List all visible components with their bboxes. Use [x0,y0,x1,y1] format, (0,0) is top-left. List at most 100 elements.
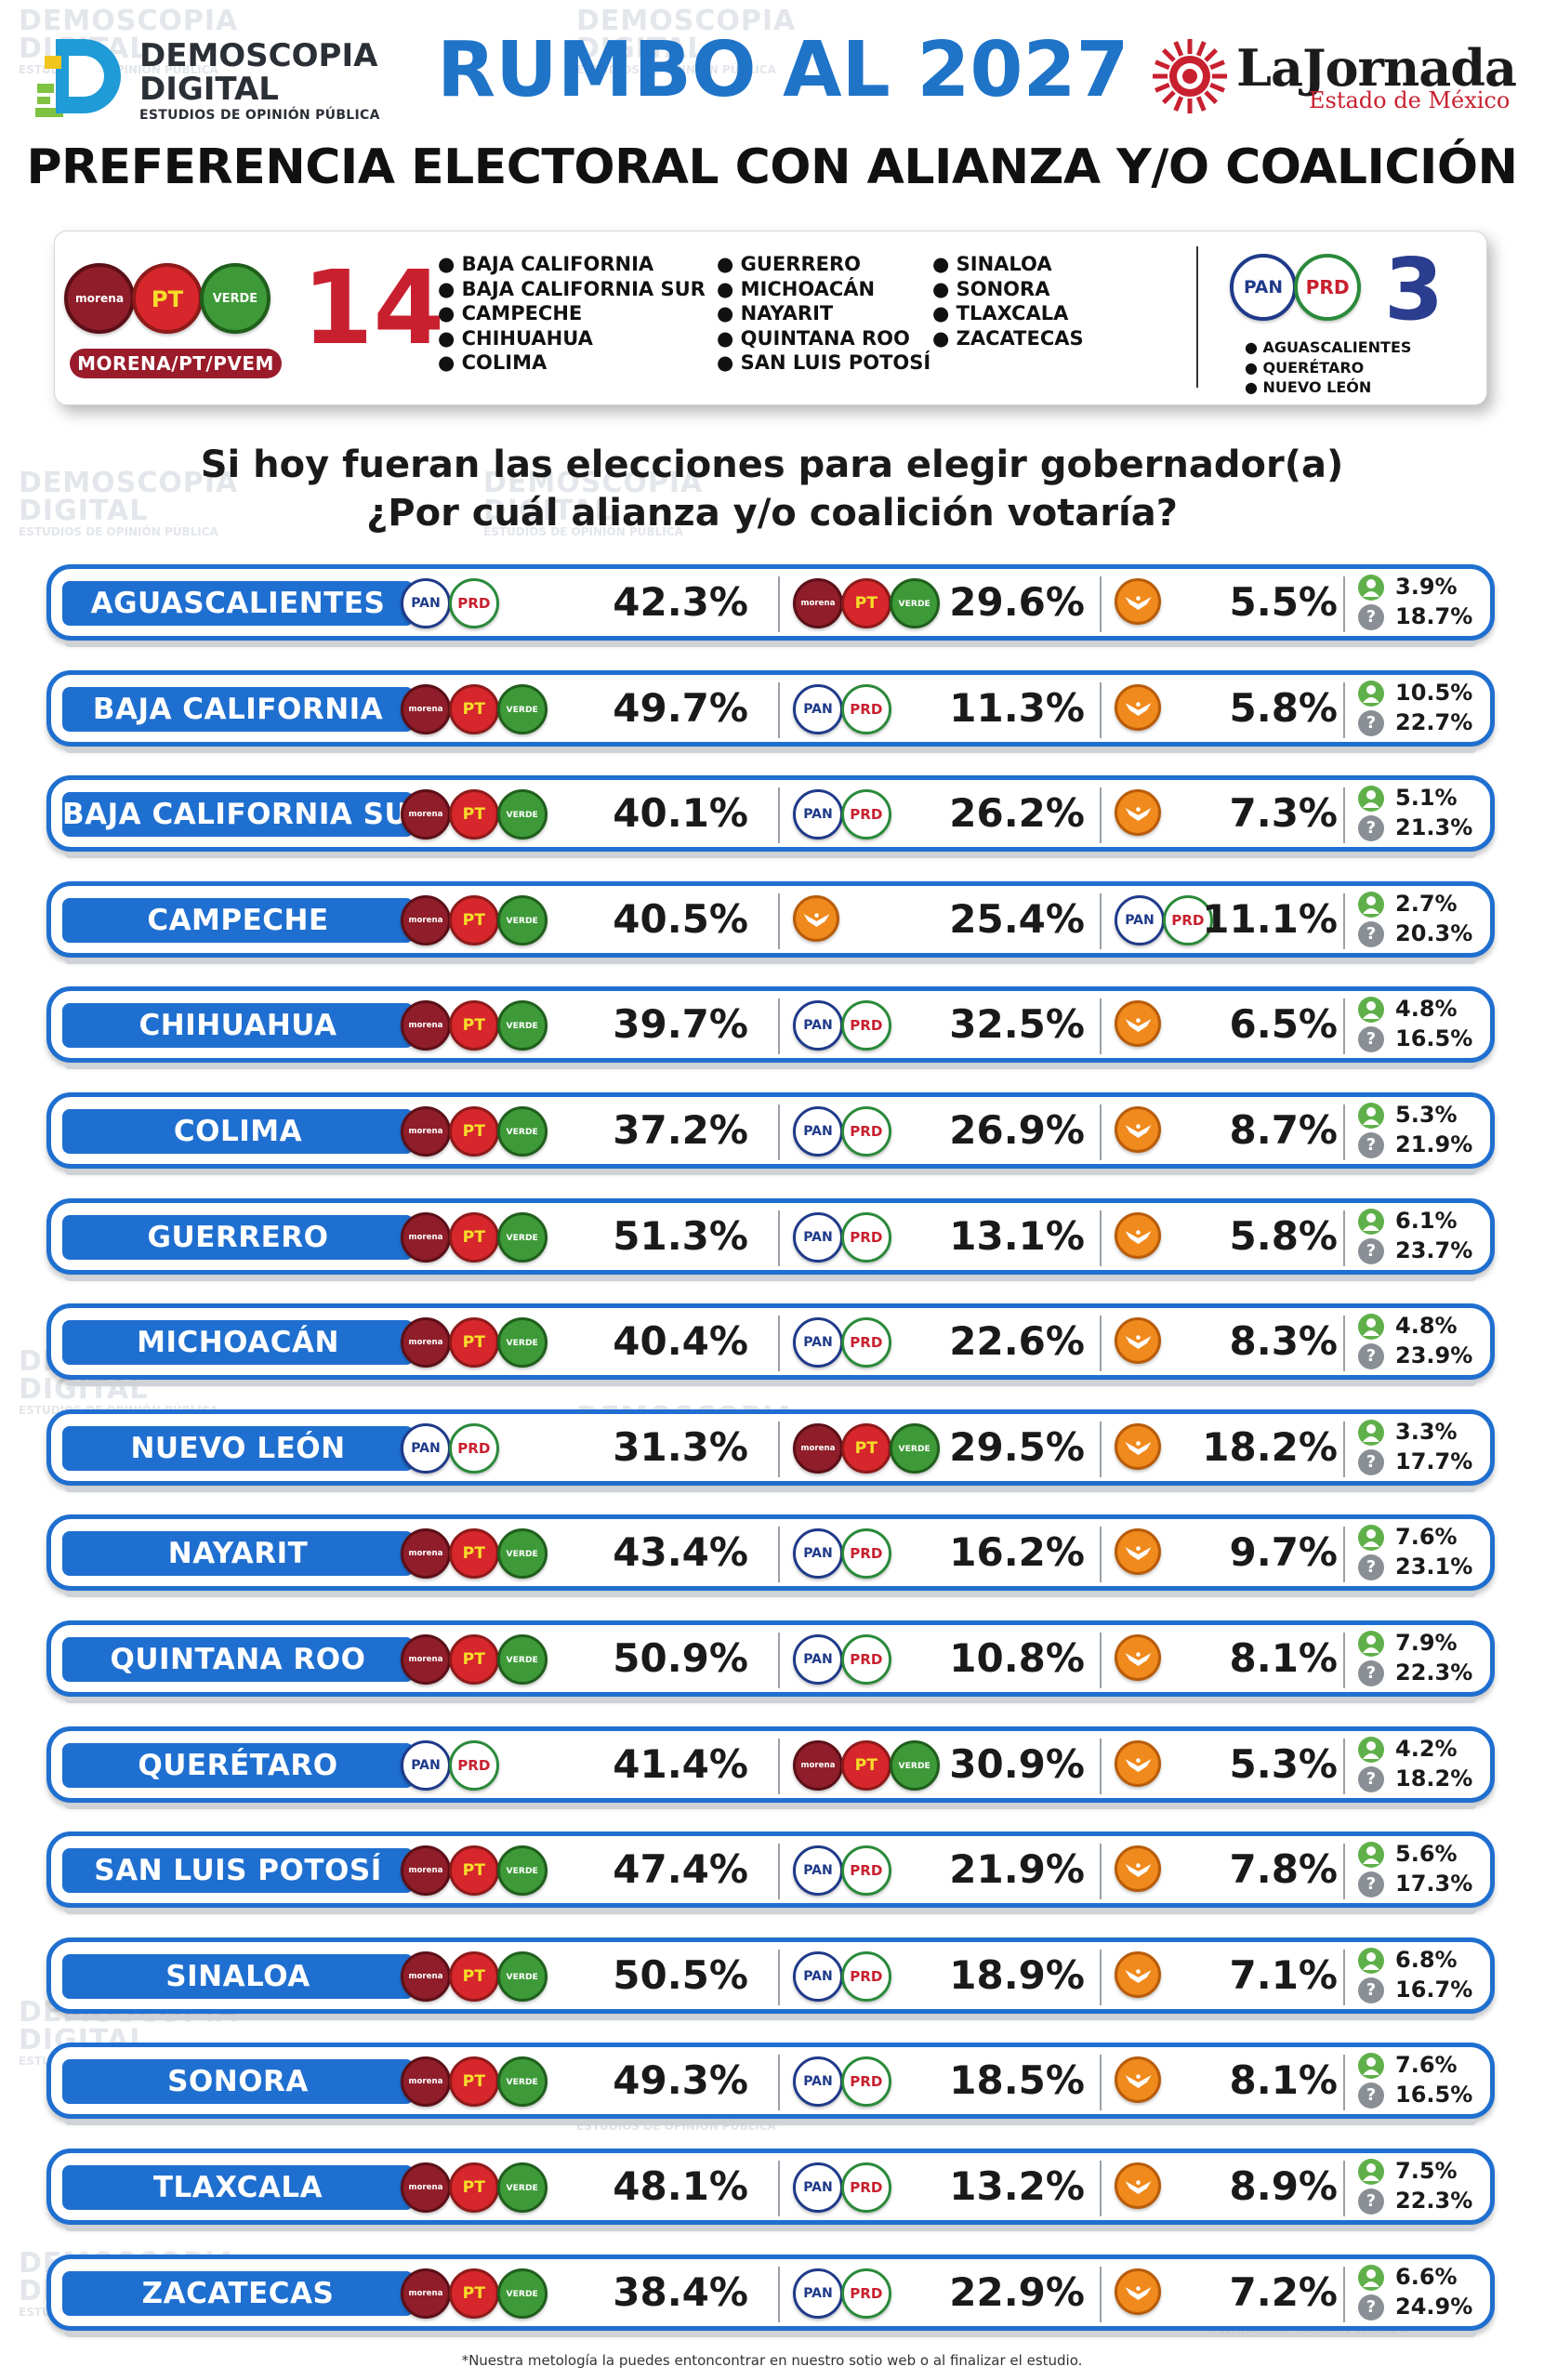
column-separator [1343,682,1345,738]
column-separator [778,576,780,632]
pvem-logo-icon: VERDE [496,1845,548,1896]
column-separator [1343,1739,1345,1794]
undecided-value: 20.3% [1395,920,1473,946]
percentage-value: 48.1% [613,2163,748,2209]
undecided-value: 22.3% [1395,2188,1473,2214]
person-icon [1363,1001,1379,1019]
minor-results: 3.9%? 18.7% [1354,571,1475,634]
morena-logo-icon: morena [401,1528,451,1579]
newspaper-region: Estado de México [1309,87,1511,113]
percentage-value: 7.8% [1229,1846,1338,1892]
state-label: NUEVO LEÓN [62,1426,414,1471]
summary-state-item: ● SINALOA [932,253,1052,275]
percentage-value: 30.9% [949,1741,1085,1787]
eagle-icon [1125,1757,1151,1772]
pan-logo-icon: PAN [401,1740,451,1791]
state-label: ZACATECAS [62,2271,414,2316]
watermark-line2: DIGITAL [19,495,149,527]
result-second: morena PT VERDE 29.5% [793,1414,1090,1481]
percentage-value: 8.1% [1229,1635,1338,1681]
result-first: morena PT VERDE 48.1% [401,2153,754,2220]
other-candidate-value: 5.3% [1395,1102,1458,1128]
summary-right-count: 3 [1384,240,1445,339]
other-candidate-value: 7.6% [1395,1524,1458,1550]
column-separator [778,998,780,1054]
result-first: PAN PRD 41.4% [401,1731,754,1798]
mc-logo-icon [1115,1845,1161,1892]
eagle-icon [1125,1229,1151,1244]
state-label: GUERRERO [62,1215,414,1260]
summary-left-count: 14 [302,248,445,367]
undecided-value: 16.5% [1395,1025,1473,1051]
independent-icon [1358,2265,1384,2291]
result-first: morena PT VERDE 40.5% [401,886,754,953]
column-separator [778,682,780,738]
person-icon [1363,896,1379,914]
undecided-icon: ? [1358,2188,1384,2215]
percentage-value: 18.5% [949,2057,1085,2103]
sun-ray [1209,60,1225,71]
summary-state-item: ● SAN LUIS POTOSÍ [717,351,931,374]
undecided-value: 24.9% [1395,2294,1473,2320]
table-row: BAJA CALIFORNIA SUR morena PT VERDE 40.1% PAN… [46,775,1495,858]
percentage-value: 11.3% [949,685,1085,731]
person-icon [1363,1107,1379,1125]
state-label: AGUASCALIENTES [62,581,414,626]
prd-logo-icon: PRD [448,1740,499,1791]
result-second: PAN PRD 32.5% [793,991,1090,1058]
undecided-icon: ? [1358,1132,1384,1158]
mc-logo-icon [1115,1951,1161,1998]
pvem-logo-icon: VERDE [496,1212,548,1263]
independent-icon [1358,1631,1384,1657]
result-third: 5.3% [1115,1731,1341,1798]
result-first: morena PT VERDE 39.7% [401,991,754,1058]
watermark-line1: DEMOSCOPIA [576,5,797,37]
summary-states-col3: ● SINALOA ● SONORA ● TLAXCALA ● ZACATECAS [932,252,1084,350]
independent-icon [1358,2053,1384,2079]
state-label: TLAXCALA [62,2165,414,2210]
sun-ray [1195,41,1207,57]
eagle-icon [1125,1123,1151,1138]
person-icon [1363,2269,1379,2287]
column-separator [1343,998,1345,1054]
minor-results: 6.8%? 16.7% [1354,1944,1475,2007]
brand-name-line2: DIGITAL [139,71,279,108]
state-label: SAN LUIS POTOSÍ [62,1848,414,1893]
percentage-value: 38.4% [613,2269,748,2315]
undecided-icon: ? [1358,1766,1384,1792]
column-separator [1343,1527,1345,1582]
person-icon [1363,1424,1379,1442]
independent-icon [1358,1948,1384,1974]
state-label: QUERÉTARO [62,1743,414,1788]
column-separator [1343,1104,1345,1160]
table-row: CAMPECHE morena PT VERDE 40.5% 25.4% PAN PRD 11.… [46,881,1495,964]
pt-logo-icon: PT [840,578,891,628]
pt-logo-icon: PT [448,1951,499,2002]
person-icon [1363,1741,1379,1759]
morena-logo-icon: morena [793,578,843,628]
result-second: 25.4% [793,886,1090,953]
watermark-tagline: ESTUDIOS DE OPINIÓN PÚBLICA [19,525,218,538]
pvem-logo-icon: VERDE [496,684,548,734]
column-separator [1343,1421,1345,1477]
pvem-logo-icon: VERDE [496,1106,548,1157]
column-separator [1343,2267,1345,2322]
pt-logo-icon: PT [448,1634,499,1685]
prd-logo-icon: PRD [840,684,891,734]
prd-logo-icon: PRD [840,1212,891,1263]
result-third: 8.7% [1115,1097,1341,1164]
pan-logo-icon: PAN [793,684,843,734]
la-jornada-sun-icon [1153,39,1227,113]
mc-logo-icon [1115,2056,1161,2103]
prd-logo-icon: PRD [840,1951,891,2002]
pvem-logo-icon: VERDE [496,1000,548,1051]
column-separator [1100,1421,1102,1477]
column-separator [778,2267,780,2322]
prd-logo-icon: PRD [840,2056,891,2107]
prd-logo-icon: PRD [840,1528,891,1579]
column-separator [1100,1950,1102,2005]
percentage-value: 31.3% [613,1424,748,1470]
undecided-icon: ? [1358,604,1384,630]
percentage-value: 16.2% [949,1529,1085,1575]
undecided-icon: ? [1358,1871,1384,1897]
